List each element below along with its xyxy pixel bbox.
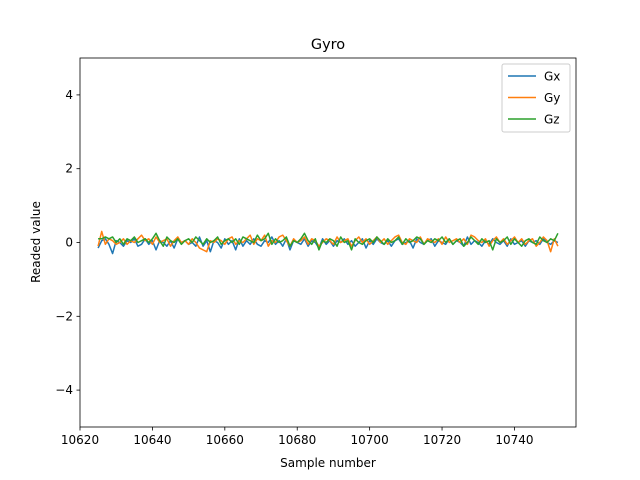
x-tick-label: 10680 (278, 433, 316, 447)
legend-label-gz: Gz (544, 113, 560, 127)
legend: Gx Gy Gz (501, 63, 571, 133)
x-axis-label: Sample number (280, 456, 376, 470)
x-tick-label: 10740 (495, 433, 533, 447)
y-tick-label: 0 (65, 236, 73, 250)
y-tick-label: −4 (55, 383, 73, 397)
x-tick-label: 10620 (61, 433, 99, 447)
y-tick-label: 4 (65, 88, 73, 102)
y-axis-label: Readed value (29, 201, 43, 283)
legend-label-gx: Gx (544, 70, 560, 84)
y-axis: −4 −2 0 2 4 (55, 88, 80, 397)
x-tick-label: 10640 (133, 433, 171, 447)
x-tick-label: 10700 (351, 433, 389, 447)
x-tick-label: 10660 (206, 433, 244, 447)
y-tick-label: 2 (65, 162, 73, 176)
chart-title: Gyro (311, 37, 345, 53)
legend-label-gy: Gy (544, 91, 560, 105)
y-tick-label: −2 (55, 309, 73, 323)
x-axis: 10620 10640 10660 10680 10700 10720 10740 (61, 427, 534, 447)
series-line-gz (98, 232, 559, 251)
series-line-gx (97, 236, 559, 255)
x-tick-label: 10720 (423, 433, 461, 447)
